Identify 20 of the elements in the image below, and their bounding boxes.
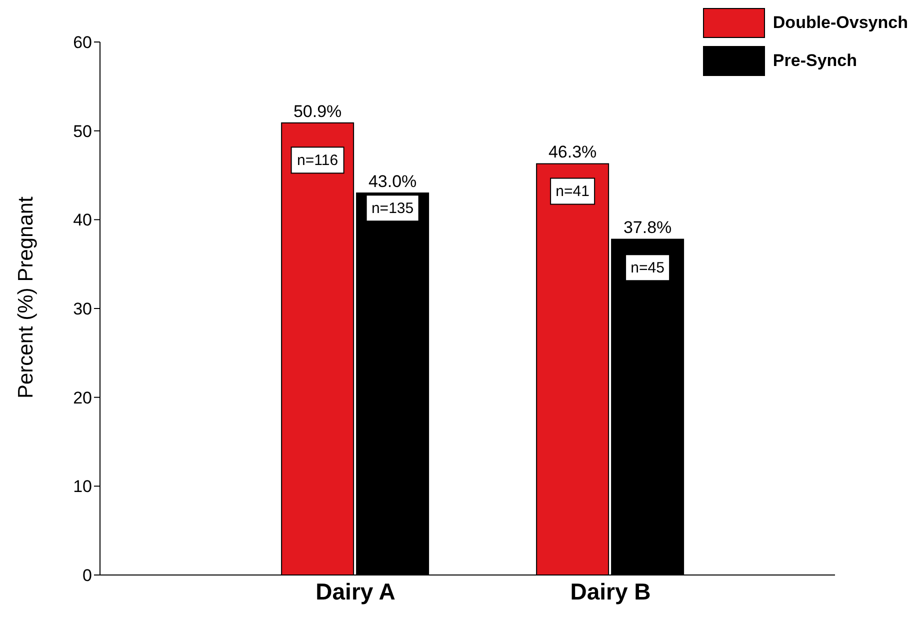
x-tick-label: Dairy A <box>316 578 396 604</box>
annotation: n=116 <box>297 152 338 170</box>
y-tick-label: 50 <box>73 122 92 141</box>
y-tick-label: 0 <box>82 566 92 586</box>
data-label: 50.9% <box>293 102 342 121</box>
x-tick-label: Dairy B <box>570 578 651 604</box>
data-label: 43.0% <box>368 172 417 192</box>
y-tick-label: 40 <box>73 210 92 230</box>
legend-label: Double-Ovsynch <box>772 13 908 33</box>
y-tick-label: 60 <box>73 33 92 52</box>
legend-label: Pre-Synch <box>772 51 857 71</box>
y-tick-label: 20 <box>73 388 92 408</box>
y-axis-title: Percent (%) Pregnant <box>14 196 38 398</box>
annotation: n=45 <box>630 260 664 277</box>
annotation: n=135 <box>371 200 414 218</box>
data-label: 46.3% <box>548 142 597 162</box>
y-tick-label: 10 <box>73 477 92 496</box>
annotation: n=41 <box>556 183 590 200</box>
data-label: 37.8% <box>623 218 672 238</box>
y-tick-label: 30 <box>73 300 92 319</box>
